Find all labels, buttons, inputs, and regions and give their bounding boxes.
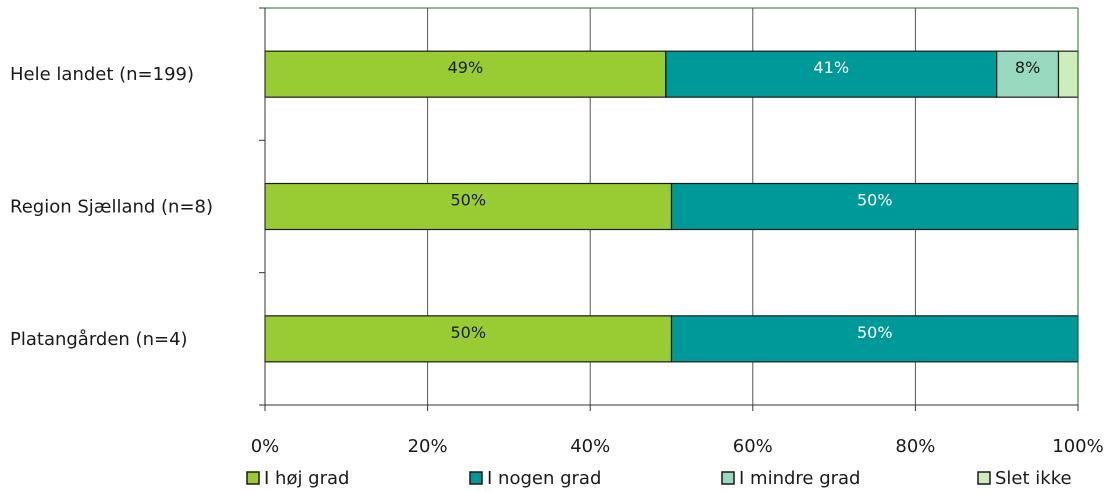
bar-segment [670, 182, 1079, 231]
x-tick-label: 0% [251, 436, 280, 457]
data-label: 50% [450, 191, 486, 210]
x-tick-label: 60% [733, 436, 773, 457]
category-label: Hele landet (n=199) [10, 64, 194, 85]
x-tick-label: 80% [895, 436, 935, 457]
legend-label: I høj grad [264, 468, 349, 489]
category-labels: Hele landet (n=199) Region Sjælland (n=8)… [10, 64, 213, 350]
legend-swatch [977, 471, 991, 485]
legend-swatch [469, 471, 483, 485]
legend-swatch [721, 471, 735, 485]
bar-segment [264, 182, 673, 231]
legend-label: I mindre grad [739, 468, 860, 489]
data-label: 50% [857, 323, 893, 342]
data-label: 41% [813, 58, 849, 77]
x-tick-labels: 0% 20% 40% 60% 80% 100% [251, 436, 1104, 457]
bar-segment [264, 315, 673, 363]
legend-label: I nogen grad [487, 468, 601, 489]
x-tick-label: 20% [408, 436, 448, 457]
bars: 49% 41% 8% 50% 50% 50% 50% [264, 50, 1079, 363]
bar-segment [665, 50, 998, 98]
data-label: 49% [448, 58, 484, 77]
legend: I høj grad I nogen grad I mindre grad Slet … [246, 468, 1072, 489]
legend-label: Slet ikke [995, 468, 1072, 489]
bar-segment [670, 315, 1079, 363]
x-tick-label: 100% [1052, 436, 1103, 457]
bar-segment [996, 50, 1060, 98]
bar-segment [264, 50, 667, 98]
data-label: 8% [1015, 58, 1040, 77]
category-label: Region Sjælland (n=8) [10, 197, 213, 218]
axes [259, 7, 1079, 411]
data-label: 50% [450, 323, 486, 342]
data-label: 50% [857, 191, 893, 210]
bar-segment [1057, 50, 1079, 98]
category-label: Platangården (n=4) [10, 329, 188, 350]
legend-swatch [246, 471, 260, 485]
x-tick-label: 40% [570, 436, 610, 457]
